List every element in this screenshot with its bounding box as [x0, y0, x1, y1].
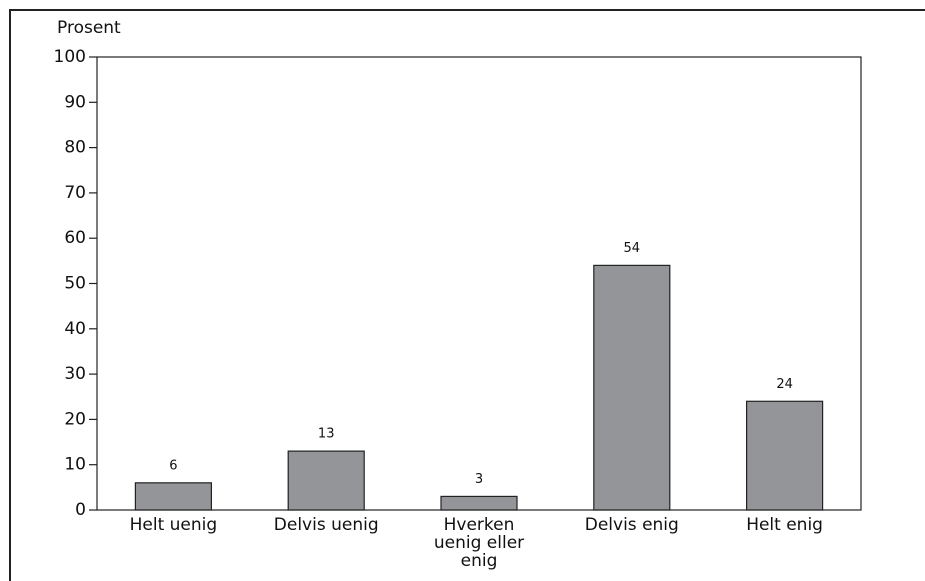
y-tick-label: 0	[75, 500, 86, 520]
x-tick-label: Delvis enig	[584, 515, 679, 535]
y-tick-label: 30	[64, 364, 86, 384]
x-tick-label: Helt enig	[746, 515, 823, 535]
x-tick-label: Hverken uenig eller enig	[433, 515, 525, 571]
bar	[745, 400, 824, 511]
y-tick-label: 10	[64, 455, 86, 475]
frame	[9, 9, 925, 581]
y-axis-label: Prosent	[57, 18, 121, 38]
y-tick-label: 20	[64, 409, 86, 429]
y-tick-label: 80	[64, 138, 86, 158]
bar	[593, 264, 671, 511]
y-tick-label: 100	[54, 47, 86, 67]
y-tick-label: 40	[64, 319, 86, 339]
bar	[287, 450, 365, 511]
value-label: 13	[318, 427, 335, 442]
value-label: 6	[169, 458, 177, 473]
y-tick-label: 60	[64, 228, 86, 248]
bar	[134, 482, 212, 511]
y-tick-label: 50	[64, 274, 86, 294]
x-tick-label: Delvis uenig	[273, 515, 379, 535]
value-label: 3	[475, 472, 483, 487]
y-tick-label: 70	[64, 183, 86, 203]
bar	[440, 495, 518, 511]
x-tick-label: Helt uenig	[129, 515, 218, 535]
y-tick-label: 90	[64, 92, 86, 112]
value-label: 54	[624, 241, 641, 256]
value-label: 24	[776, 377, 793, 392]
